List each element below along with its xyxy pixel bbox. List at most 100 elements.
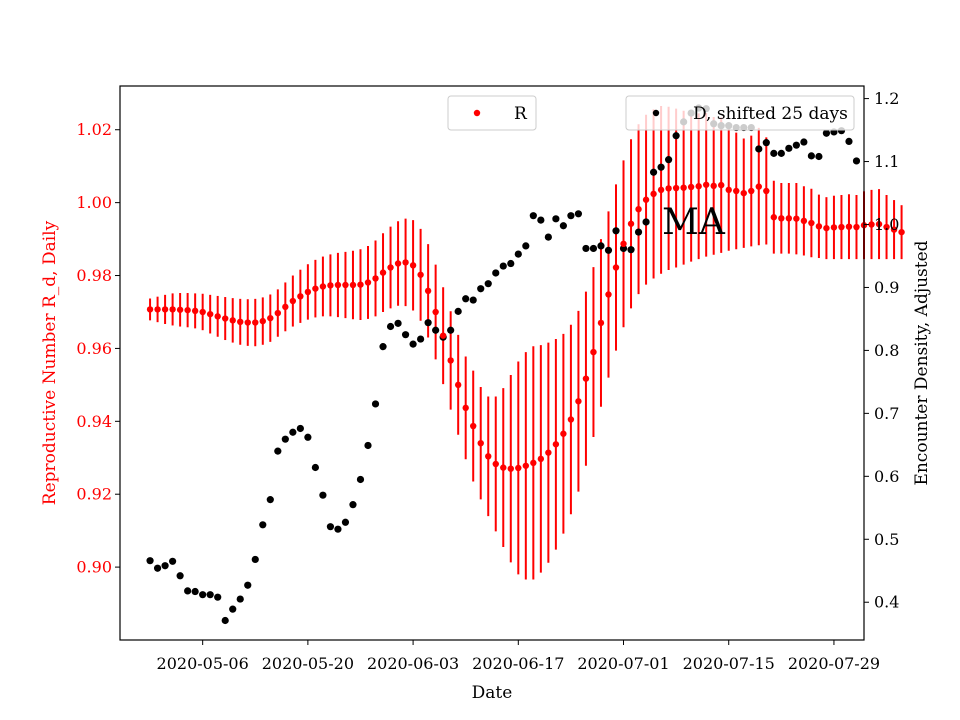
legend-d: D, shifted 25 days xyxy=(625,95,855,131)
d-point xyxy=(612,227,620,235)
d-point xyxy=(634,228,643,236)
r-point xyxy=(199,308,206,316)
legend-r-label: R xyxy=(514,104,528,124)
x-tick-label: 2020-06-03 xyxy=(367,654,459,673)
d-point xyxy=(236,595,244,603)
right-tick-label: 0.4 xyxy=(874,593,899,612)
d-point xyxy=(800,138,808,146)
r-point xyxy=(402,259,409,266)
d-point xyxy=(304,433,312,441)
d-point xyxy=(529,212,537,220)
d-point xyxy=(462,295,470,303)
d-point xyxy=(289,428,297,436)
r-point xyxy=(289,297,297,305)
d-point xyxy=(777,149,785,157)
r-point xyxy=(733,187,740,195)
d-point xyxy=(386,322,395,331)
r-point xyxy=(297,293,304,300)
r-point xyxy=(372,275,379,282)
r-point xyxy=(184,306,191,314)
r-point xyxy=(409,262,417,269)
r-point xyxy=(883,223,890,231)
r-point xyxy=(477,439,484,447)
d-point xyxy=(221,616,229,625)
d-point xyxy=(665,156,673,164)
x-tick-label: 2020-05-20 xyxy=(262,654,354,673)
r-point xyxy=(492,460,499,468)
d-point xyxy=(559,222,567,230)
left-tick-label: 0.96 xyxy=(76,339,112,358)
left-tick-label: 0.94 xyxy=(76,412,112,431)
r-point xyxy=(439,332,447,339)
annotation-ma: MA xyxy=(662,202,726,243)
r-point xyxy=(319,283,327,290)
r-point xyxy=(432,308,439,316)
r-point xyxy=(424,287,432,295)
d-point xyxy=(477,285,485,293)
r-point xyxy=(229,317,236,324)
d-point xyxy=(326,523,335,531)
r-point xyxy=(304,288,312,296)
d-point xyxy=(627,246,635,254)
r-point xyxy=(567,416,575,423)
d-point xyxy=(251,555,259,564)
right-tick-label: 0.7 xyxy=(874,404,899,423)
d-point xyxy=(153,564,162,572)
r-point xyxy=(522,462,530,469)
r-point xyxy=(725,186,732,194)
r-point xyxy=(237,318,244,326)
r-point xyxy=(357,281,364,288)
right-tick-label: 1.0 xyxy=(874,215,899,234)
d-point xyxy=(206,591,214,599)
d-point xyxy=(507,259,515,268)
d-point xyxy=(792,141,800,149)
r-point xyxy=(515,464,522,472)
d-point xyxy=(822,129,831,137)
r-point xyxy=(853,223,860,231)
r-point xyxy=(582,375,590,382)
d-point xyxy=(417,335,425,343)
d-point xyxy=(597,242,605,250)
d-point xyxy=(146,557,154,565)
r-point xyxy=(379,269,387,276)
r-point xyxy=(778,215,785,222)
d-point xyxy=(785,144,793,152)
d-point xyxy=(574,210,583,218)
d-point xyxy=(672,132,680,140)
d-point xyxy=(537,216,545,224)
legend-r-frame xyxy=(447,95,537,131)
r-point xyxy=(560,430,567,437)
r-point xyxy=(222,315,229,322)
left-tick-label: 0.92 xyxy=(76,485,112,504)
r-point xyxy=(161,306,169,313)
left-axis-ticks: 0.90 0.92 0.94 0.96 0.98 1.00 1.02 xyxy=(76,120,120,577)
r-point xyxy=(214,313,221,320)
r-point xyxy=(327,282,334,289)
r-point xyxy=(875,220,883,228)
r-point xyxy=(748,187,755,195)
left-tick-label: 1.02 xyxy=(76,120,112,139)
r-point xyxy=(545,449,552,456)
r-point xyxy=(785,215,793,222)
d-point xyxy=(176,572,184,580)
d-point xyxy=(364,441,372,450)
r-point xyxy=(642,196,650,203)
r-point xyxy=(830,224,838,231)
r-point xyxy=(447,357,454,364)
r-point xyxy=(635,205,642,213)
d-point xyxy=(755,145,763,153)
r-point xyxy=(800,217,808,225)
r-point xyxy=(342,281,349,289)
legend-d-frame xyxy=(625,95,855,131)
r-point xyxy=(252,319,259,326)
d-point xyxy=(334,525,342,533)
d-point xyxy=(454,307,462,315)
r-point xyxy=(793,215,800,222)
r-point xyxy=(274,309,282,317)
d-point xyxy=(604,246,613,254)
d-point xyxy=(259,521,267,529)
r-point xyxy=(815,223,823,230)
d-point xyxy=(657,163,665,171)
d-point xyxy=(762,139,770,147)
r-point xyxy=(868,221,875,228)
